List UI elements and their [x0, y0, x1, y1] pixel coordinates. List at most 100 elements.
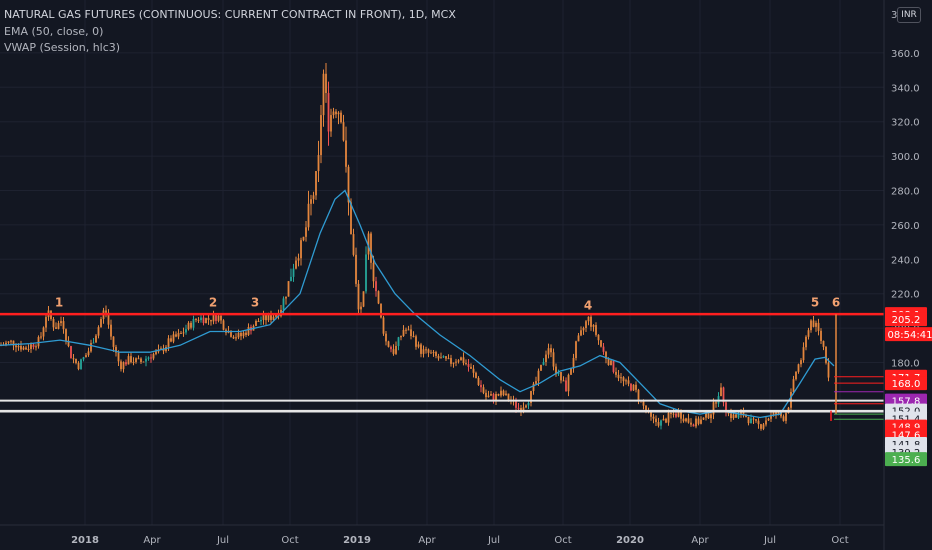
last-bar [830, 314, 884, 421]
candle-body [215, 314, 217, 321]
candle-body [802, 347, 805, 361]
time-tick-label: Jul [487, 535, 500, 546]
candle-body [760, 424, 762, 429]
candle-body [685, 418, 687, 422]
candle-body [115, 346, 117, 353]
candle-body [117, 352, 120, 362]
candle-body [792, 379, 795, 392]
candle-body [232, 336, 235, 339]
candle-body [270, 314, 272, 320]
candle-body [565, 380, 567, 392]
candle-body [397, 337, 400, 347]
candle-body [265, 314, 267, 321]
ema-curve [0, 189, 835, 419]
candle-body [342, 122, 345, 141]
candle-body [472, 368, 475, 373]
candle-body [437, 355, 440, 359]
candle-body [535, 381, 537, 384]
candle-body [432, 352, 435, 354]
candle-body [555, 366, 557, 375]
candle-body [145, 358, 147, 362]
candle-body [380, 303, 382, 318]
candle-body [657, 422, 660, 426]
candle-body [72, 358, 75, 360]
candle-body [690, 422, 692, 425]
candle-body [755, 419, 757, 421]
candle-body [562, 380, 565, 382]
candle-body [462, 357, 465, 364]
candles [0, 62, 830, 431]
wave-label: 6 [832, 295, 840, 309]
candle-body [125, 362, 127, 365]
candle-body [785, 413, 787, 421]
candle-body [257, 321, 260, 323]
candle-body [507, 393, 510, 401]
candle-body [150, 357, 152, 359]
candle-body [767, 418, 770, 421]
candle-body [200, 317, 202, 321]
time-tick-label: Apr [143, 535, 161, 546]
candle-body [360, 306, 362, 310]
candle-body [457, 360, 460, 362]
candle-body [412, 336, 415, 338]
candle-body [530, 390, 532, 403]
ema-indicator-label[interactable]: EMA (50, close, 0) [4, 25, 104, 38]
candle-body [447, 358, 450, 360]
candle-body [777, 412, 780, 415]
price-label-bg [885, 452, 927, 467]
candle-body [185, 329, 187, 333]
candle-body [70, 346, 72, 359]
candle-body [615, 371, 617, 375]
candle-body [95, 335, 97, 343]
candle-body [477, 377, 480, 385]
candle-body [302, 236, 305, 241]
candle-body [712, 402, 715, 415]
candle-body [345, 140, 347, 167]
vwap-indicator-label[interactable]: VWAP (Session, hlc3) [4, 41, 121, 54]
candle-body [395, 346, 397, 354]
time-axis[interactable]: 2018 Apr Jul Oct 2019 Apr Jul Oct 2020 Apr Jul Oct [0, 524, 884, 546]
candle-body [15, 345, 17, 348]
wave-label: 5 [811, 295, 819, 309]
candle-body [505, 393, 507, 396]
candle-body [22, 347, 25, 350]
candle-body [675, 413, 677, 417]
candle-body [625, 380, 627, 382]
time-tick-label: 2018 [71, 535, 99, 546]
candle-body [682, 418, 685, 422]
candle-body [212, 314, 215, 322]
candle-body [330, 115, 332, 132]
candle-body [805, 336, 807, 348]
candle-body [662, 418, 665, 421]
price-axis[interactable]: 180.0200.0220.0240.0260.0280.0300.0320.0… [883, 0, 932, 550]
time-tick-label: Jul [763, 535, 776, 546]
candle-body [65, 329, 67, 341]
candle-body [570, 368, 572, 375]
price-label: 205.2 [892, 315, 921, 326]
price-labels: 208.1205.208:54:41171.7168.0157.8152.015… [885, 307, 932, 467]
candle-body [705, 413, 707, 418]
currency-button[interactable]: INR [897, 7, 921, 23]
candle-body [340, 112, 342, 123]
candle-body [355, 254, 357, 284]
candle-body [620, 377, 622, 379]
candle-body [670, 412, 672, 414]
candle-body [527, 402, 530, 406]
candle-body [815, 322, 817, 327]
candle-body [40, 336, 42, 338]
candle-body [122, 362, 125, 370]
candle-body [652, 416, 655, 419]
price-label-bg [885, 312, 927, 327]
candle-body [7, 341, 10, 343]
candle-body [155, 351, 157, 355]
candle-body [497, 394, 500, 396]
symbol-title[interactable]: NATURAL GAS FUTURES (CONTINUOUS: CURRENT… [4, 8, 456, 21]
candle-body [105, 310, 107, 313]
candle-body [732, 414, 735, 419]
candle-body [107, 312, 110, 325]
candle-body [182, 332, 185, 334]
candle-body [807, 330, 810, 337]
wave-label: 1 [55, 295, 63, 309]
candle-body [820, 330, 822, 341]
